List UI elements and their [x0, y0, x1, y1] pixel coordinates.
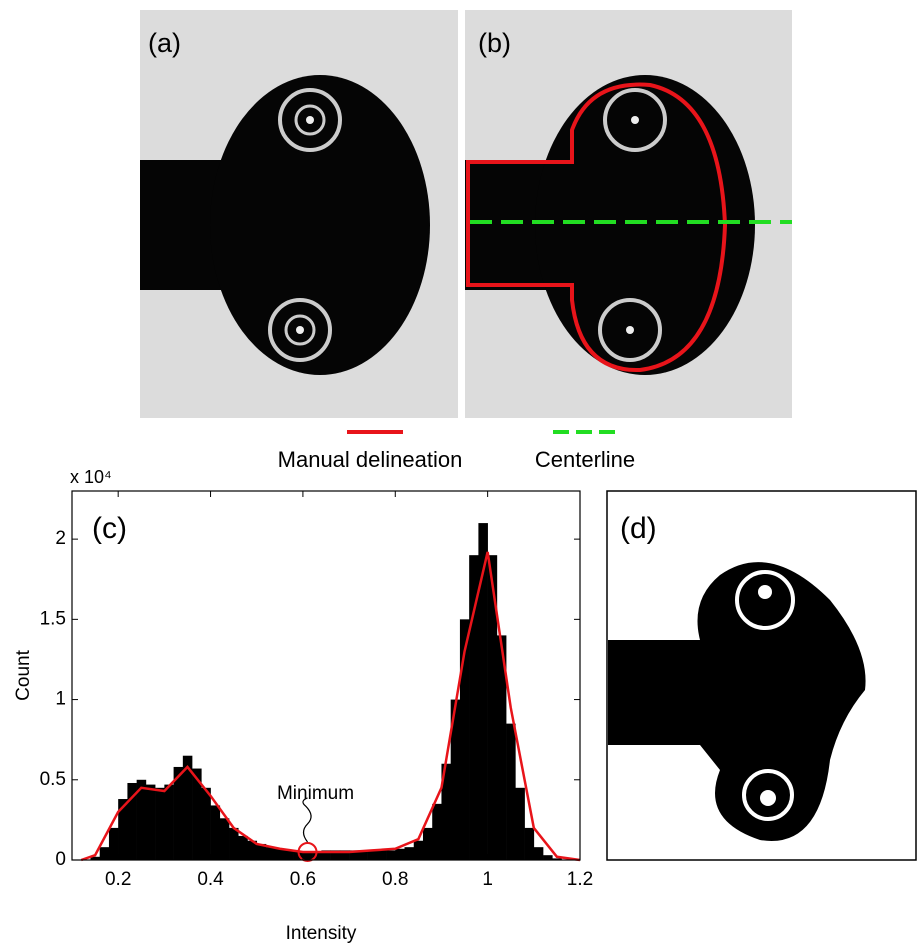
bar: [265, 847, 276, 860]
bar: [496, 635, 507, 860]
x-tick-label: 0.6: [290, 869, 316, 890]
y-tick-label: 1: [55, 689, 66, 710]
bar: [339, 850, 350, 860]
image-a: (a): [140, 10, 458, 418]
bar: [201, 787, 211, 860]
x-axis-label: Intensity: [286, 923, 357, 944]
x-tick-label: 0.2: [105, 869, 131, 890]
bar: [275, 848, 285, 860]
bar: [127, 782, 137, 860]
panel-label: (b): [478, 28, 511, 58]
y-tick-label: 1.5: [40, 608, 66, 629]
minimum-marker: [297, 841, 318, 862]
bar: [469, 555, 479, 860]
bar: [136, 779, 147, 860]
bar: [284, 850, 294, 860]
bar: [404, 847, 415, 860]
y-multiplier: x 10⁴: [70, 467, 112, 487]
y-tick-label: 0.5: [40, 769, 66, 790]
y-tick-label: 0: [55, 849, 66, 870]
x-tick-label: 0.8: [382, 869, 408, 890]
bar: [524, 827, 535, 860]
bar: [386, 850, 396, 860]
bar: [238, 835, 248, 860]
bar: [330, 850, 341, 860]
legend: Manual delineation Centerline: [278, 430, 635, 472]
bar: [413, 840, 424, 860]
bar: [90, 856, 101, 860]
panel-label: (d): [620, 512, 657, 545]
bar: [99, 847, 110, 860]
delineation: [466, 82, 728, 373]
y-tick-label: 2: [55, 528, 66, 549]
bar: [358, 850, 368, 860]
bar: [118, 799, 128, 860]
plot-frame: [71, 490, 581, 861]
annotation-pointer: [302, 797, 312, 843]
bar: [432, 803, 442, 860]
bar: [312, 851, 322, 860]
bar: [533, 847, 544, 860]
bar: [145, 784, 156, 860]
bar: [422, 827, 433, 860]
bar: [164, 784, 174, 860]
bar: [210, 805, 221, 860]
bar: [459, 619, 470, 860]
legend-label: Manual delineation: [278, 447, 463, 472]
bar: [543, 855, 553, 860]
bar: [506, 723, 516, 860]
fit-line: [80, 551, 581, 862]
bar: [182, 755, 193, 860]
annotation-text: Minimum: [277, 783, 354, 804]
bar: [376, 850, 387, 860]
x-tick-label: 1.2: [567, 869, 593, 890]
bar: [173, 766, 184, 860]
bar: [108, 827, 119, 860]
bar: [367, 850, 378, 860]
panel-label: (a): [148, 28, 181, 58]
bar: [302, 851, 313, 860]
bar: [487, 555, 498, 860]
panel-label: (c): [92, 512, 127, 545]
bar: [155, 787, 165, 860]
bar: [441, 763, 451, 860]
bar: [256, 843, 267, 860]
bar: [247, 840, 258, 860]
bar: [395, 848, 405, 860]
x-tick-label: 1: [482, 869, 493, 890]
y-axis-label: Count: [13, 649, 34, 700]
histogram-chart: (c) Minimum 0.2 0.4 0.6 0.8 1 1.2 0 0.5 1 1.5 2 x 10…: [13, 467, 593, 944]
bar: [229, 827, 239, 860]
bar: [219, 818, 230, 860]
bar: [192, 768, 202, 860]
x-tick-label: 0.4: [197, 869, 224, 890]
image-b: (b): [465, 10, 792, 418]
bar: [450, 699, 461, 860]
bar: [349, 850, 359, 860]
image-d: (d): [606, 490, 917, 861]
bar: [552, 858, 562, 860]
bar: [515, 787, 525, 860]
legend-label: Centerline: [535, 447, 635, 472]
bar: [478, 523, 488, 860]
bar: [321, 850, 331, 860]
